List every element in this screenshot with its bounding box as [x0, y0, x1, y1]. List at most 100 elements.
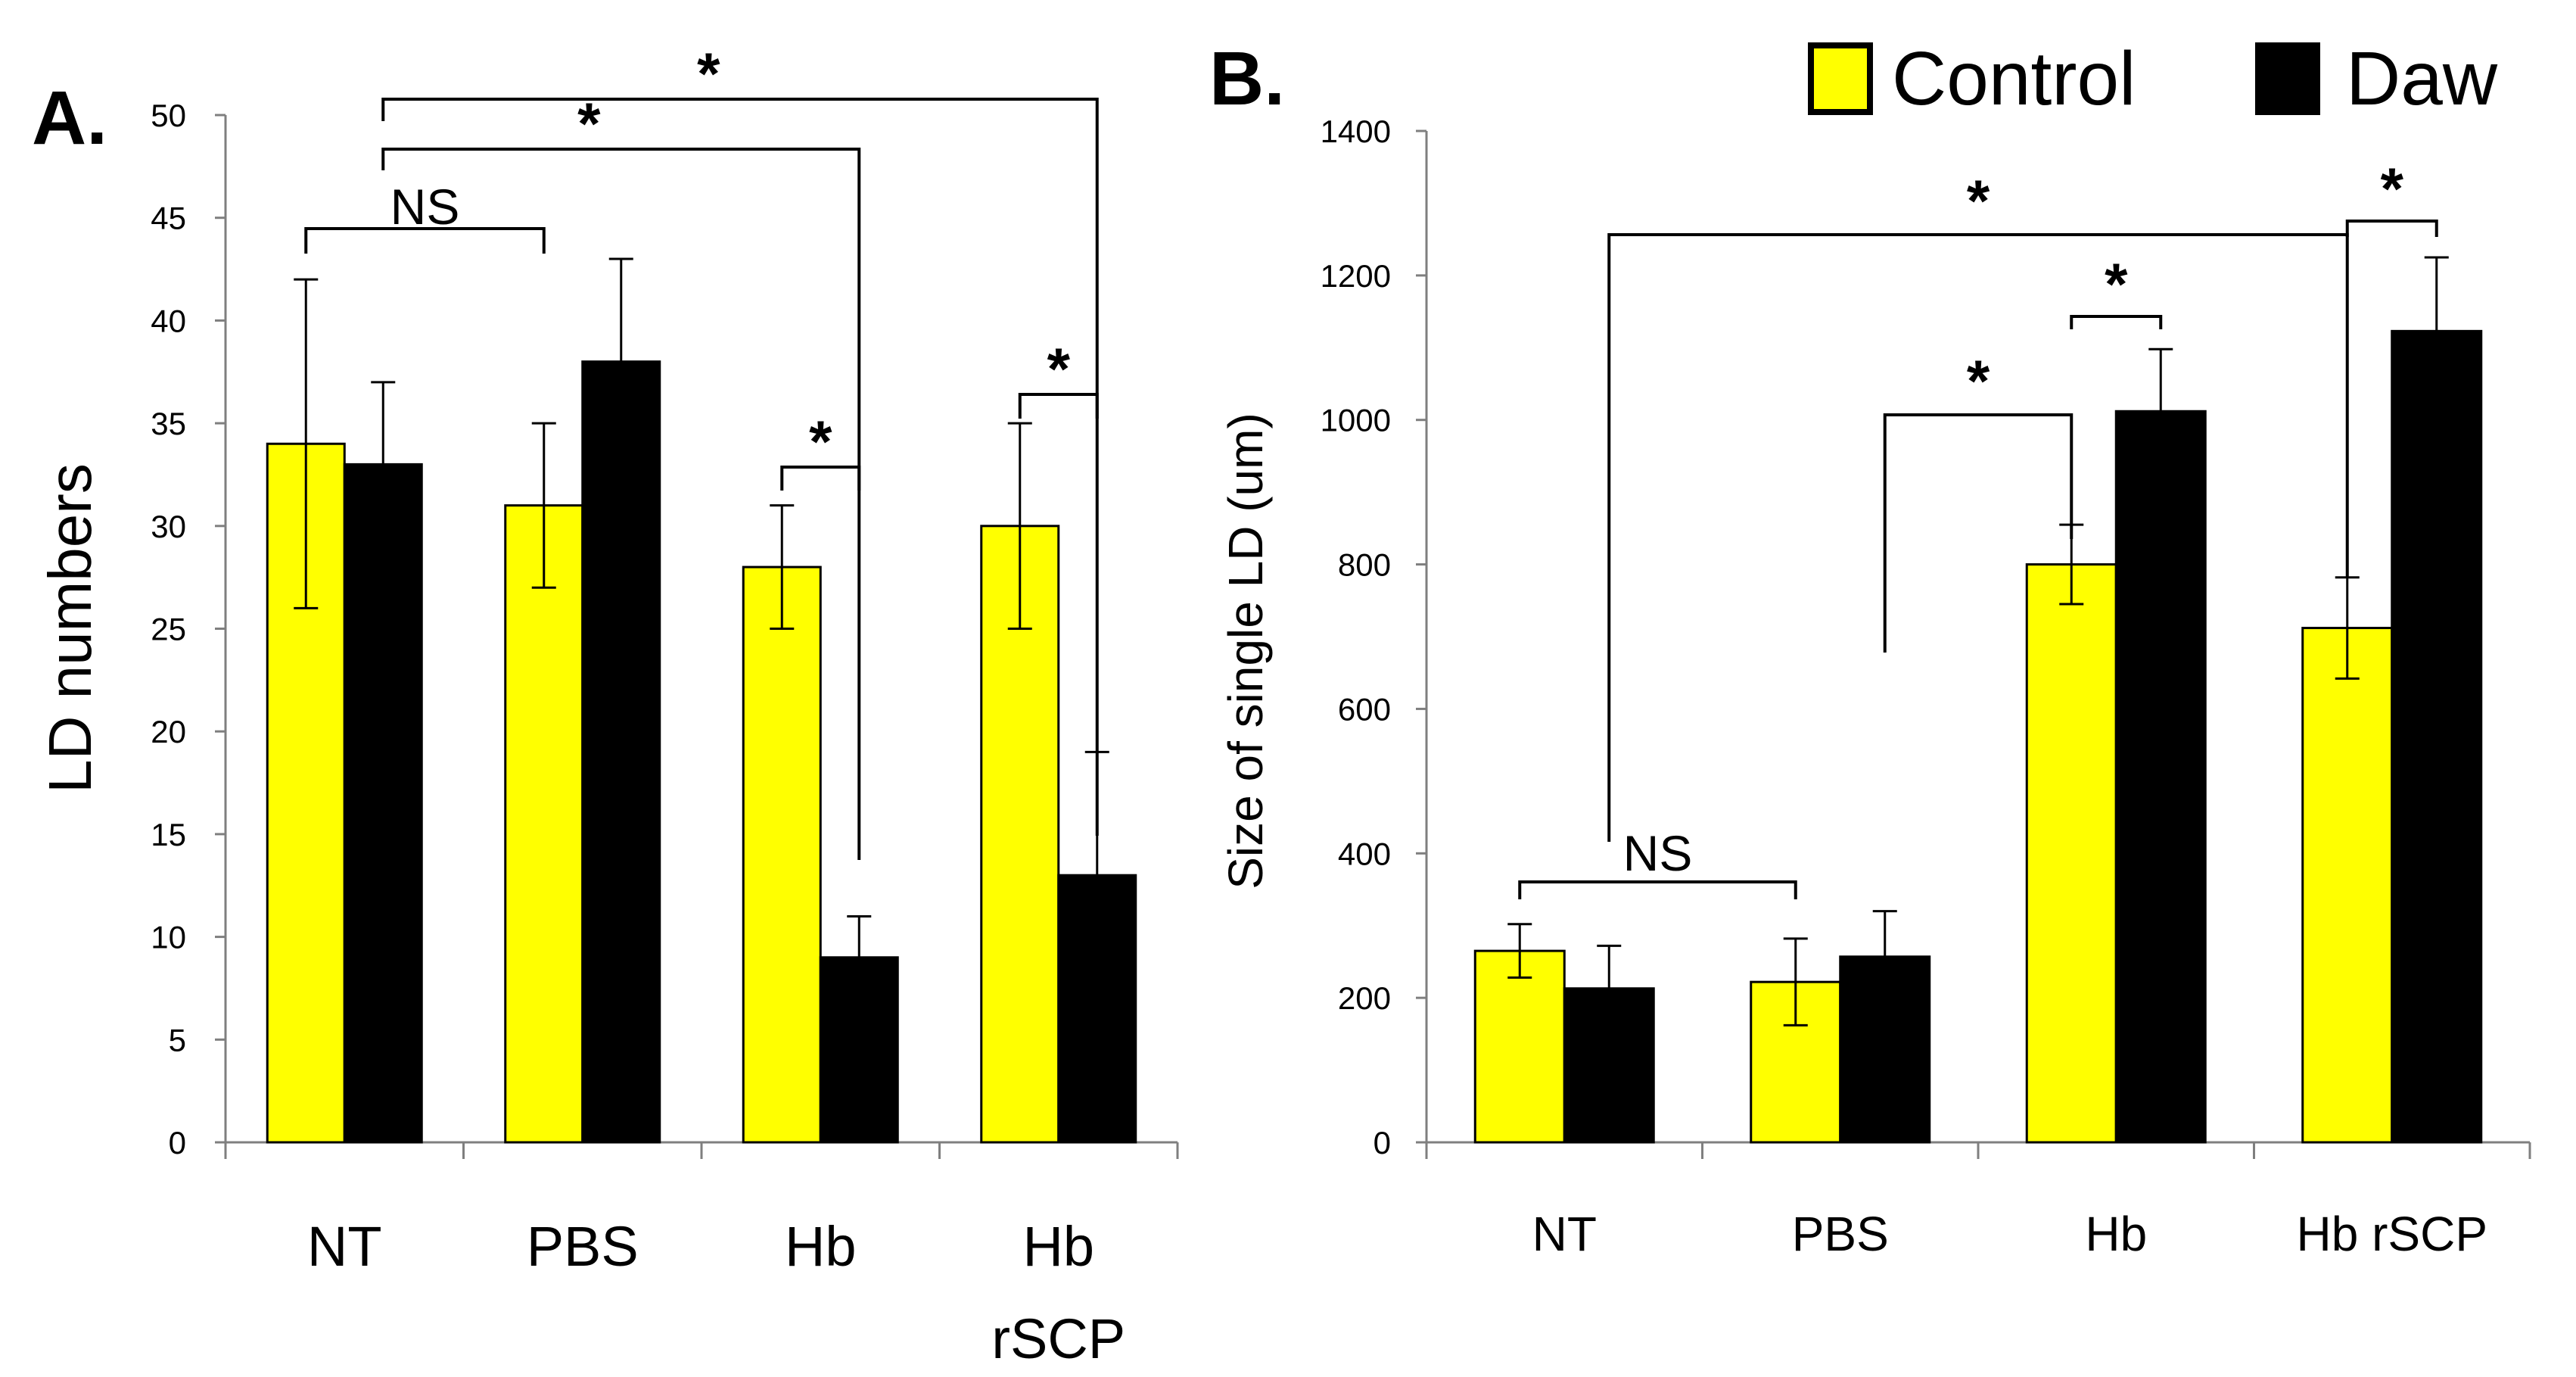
panel-a-errorbar-daw-0 — [371, 381, 396, 465]
panel-b: B. Size of single LD (um) 0 200 400 600 800 1… — [1209, 36, 2531, 1261]
panel-a-bar-daw-2 — [819, 956, 899, 1144]
bracket-line — [381, 98, 1099, 836]
panel-a-y-tick-label: 25 — [151, 612, 186, 647]
panel-a-y-tick-label: 45 — [151, 201, 186, 236]
category-label: Hb — [785, 1215, 857, 1278]
panel-a-bracket-0: NS — [304, 179, 546, 254]
panel-a-bracket-4: * — [381, 40, 1099, 836]
panel-a-error-bars — [294, 257, 1109, 958]
panel-a-bar-control-1 — [504, 504, 584, 1144]
panel-b-bar-daw-3 — [2391, 329, 2483, 1144]
panel-b-errorbar-daw-3 — [2424, 256, 2449, 332]
category-label: PBS — [527, 1215, 639, 1278]
legend-swatch-daw — [2255, 42, 2320, 115]
panel-b-error-bars — [1507, 256, 2449, 1027]
panel-b-y-tick-label: 0 — [1374, 1125, 1391, 1160]
panel-a-errorbar-daw-1 — [608, 257, 633, 362]
panel-b-errorbar-daw-2 — [2148, 347, 2173, 412]
significance-star: * — [1967, 167, 1990, 234]
ns-label: NS — [1623, 825, 1693, 881]
panel-b-label: B. — [1209, 36, 1285, 121]
panel-b-axes: 0 200 400 600 800 1000 1200 1400 — [1321, 114, 2531, 1160]
panel-a-y-tick-label: 30 — [151, 509, 186, 544]
panel-a-y-tick-label: 10 — [151, 920, 186, 955]
panel-b-bar-control-2 — [2025, 563, 2117, 1144]
legend: Control Daw — [1808, 36, 2498, 121]
panel-a-errorbar-control-1 — [531, 422, 556, 589]
panel-a-bracket-3: * — [381, 90, 861, 860]
bracket-line — [1518, 880, 1797, 899]
panel-b-bar-control-0 — [1473, 949, 1566, 1144]
panel-b-bar-control-3 — [2301, 627, 2394, 1144]
panel-a-category-0: NT — [307, 1215, 382, 1278]
panel-b-category-1: PBS — [1792, 1207, 1889, 1261]
panel-b-errorbar-control-1 — [1783, 937, 1808, 1027]
panel-b-y-tick-label: 1200 — [1321, 258, 1391, 294]
panel-b-errorbar-daw-0 — [1597, 944, 1622, 989]
bracket-line — [2345, 220, 2438, 237]
bracket-line — [304, 227, 546, 254]
panel-a-category-labels: NT PBS Hb Hb rSCP — [307, 1215, 1125, 1370]
panel-b-errorbar-control-0 — [1507, 923, 1532, 979]
panel-b-category-3: Hb rSCP — [2297, 1207, 2488, 1261]
category-label: Hb — [2085, 1207, 2147, 1261]
panel-a-category-3: Hb rSCP — [991, 1215, 1125, 1370]
panel-b-significance: NS * * * * — [1518, 155, 2438, 899]
category-label: NT — [1532, 1207, 1597, 1261]
category-label: rSCP — [991, 1307, 1125, 1370]
category-label: PBS — [1792, 1207, 1889, 1261]
panel-b-y-tick-label: 600 — [1338, 691, 1391, 727]
panel-a-errorbar-daw-2 — [847, 914, 872, 958]
panel-b-y-tick-label: 1400 — [1321, 114, 1391, 149]
panel-a-bar-daw-0 — [343, 463, 423, 1144]
panel-a-bars — [266, 360, 1137, 1144]
panel-a-y-tick-label: 15 — [151, 817, 186, 852]
panel-a-y-tick-label: 5 — [169, 1022, 186, 1058]
panel-b-y-tick-label: 1000 — [1321, 403, 1391, 438]
panel-a-y-tick-label: 50 — [151, 98, 186, 133]
category-label: NT — [307, 1215, 382, 1278]
significance-star: * — [697, 40, 720, 107]
bracket-line — [381, 148, 861, 860]
panel-b-category-labels: NT PBS Hb Hb rSCP — [1532, 1207, 2487, 1261]
panel-a-ylabel: LD numbers — [36, 463, 104, 793]
category-label: Hb rSCP — [2297, 1207, 2488, 1261]
panel-b-y-tick-label: 200 — [1338, 980, 1391, 1016]
panel-a-y-tick-label: 0 — [169, 1125, 186, 1160]
panel-b-bracket-3: * — [1607, 167, 2349, 842]
panel-b-bars — [1473, 329, 2483, 1144]
panel-b-y-tick-label: 800 — [1338, 547, 1391, 583]
panel-a-y-tick-label: 40 — [151, 303, 186, 338]
panel-b-bracket-2: * — [2070, 251, 2163, 329]
panel-a-label: A. — [32, 76, 107, 160]
panel-b-bar-daw-1 — [1839, 955, 1931, 1144]
panel-a-errorbar-control-2 — [770, 504, 795, 630]
category-label: Hb — [1022, 1215, 1094, 1278]
panel-b-category-0: NT — [1532, 1207, 1597, 1261]
bracket-line — [2070, 315, 2163, 329]
panel-b-bar-daw-0 — [1563, 987, 1655, 1144]
legend-label-control: Control — [1892, 36, 2136, 121]
bracket-line — [1607, 233, 2349, 842]
significance-star: * — [1047, 335, 1071, 402]
panel-a-errorbar-control-0 — [294, 278, 319, 609]
panel-a: A. LD numbers 0 5 10 15 20 25 30 35 40 45 50 NS * * *… — [32, 40, 1179, 1370]
panel-b-errorbar-daw-1 — [1872, 910, 1897, 957]
panel-a-y-tick-label: 20 — [151, 714, 186, 749]
panel-b-bracket-4: * — [2345, 155, 2438, 237]
panel-b-category-2: Hb — [2085, 1207, 2147, 1261]
panel-b-bar-daw-2 — [2114, 410, 2207, 1144]
legend-label-daw: Daw — [2346, 36, 2498, 121]
panel-a-category-1: PBS — [527, 1215, 639, 1278]
significance-star: * — [2105, 251, 2128, 317]
panel-a-bar-daw-3 — [1057, 874, 1137, 1144]
significance-star: * — [2381, 155, 2404, 222]
panel-b-bracket-0: NS — [1518, 825, 1797, 899]
panel-a-bar-daw-1 — [581, 360, 661, 1144]
ns-label: NS — [390, 179, 460, 235]
panel-b-ylabel: Size of single LD (um) — [1218, 413, 1273, 889]
panel-a-category-2: Hb — [785, 1215, 857, 1278]
panel-a-bar-control-2 — [742, 565, 822, 1144]
panel-b-y-tick-label: 400 — [1338, 836, 1391, 871]
